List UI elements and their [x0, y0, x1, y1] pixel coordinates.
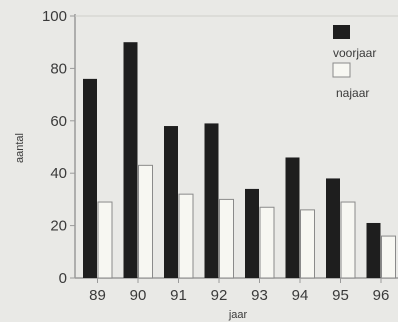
bar-najaar-96: [381, 235, 396, 279]
x-tick-label-95: 95: [332, 287, 349, 304]
bar-najaar-94: [300, 209, 315, 279]
y-tick-label: 0: [59, 270, 67, 287]
y-tick-label: 60: [50, 113, 67, 130]
y-tick-label: 100: [42, 8, 67, 25]
legend-swatch-voorjaar: [333, 25, 350, 39]
y-tick-label: 20: [50, 218, 67, 235]
legend-label-najaar: najaar: [336, 86, 369, 100]
x-tick-label-91: 91: [170, 287, 187, 304]
bar-najaar-92: [219, 198, 234, 279]
bar-voorjaar-96: [366, 222, 381, 278]
bar-voorjaar-89: [83, 78, 97, 278]
y-ticks: 0 20 40 60 80 100: [42, 8, 75, 287]
x-tick-label-94: 94: [292, 287, 309, 304]
bar-najaar-95: [340, 201, 356, 279]
x-tick-label-92: 92: [211, 287, 228, 304]
bar-najaar-90: [138, 164, 153, 279]
bar-voorjaar-95: [326, 178, 340, 278]
y-tick-label: 40: [50, 165, 67, 182]
bar-voorjaar-91: [164, 126, 178, 278]
bar-voorjaar-93: [245, 188, 259, 278]
bar-najaar-89: [97, 201, 113, 279]
bars: [83, 42, 396, 279]
x-tick-label-93: 93: [251, 287, 268, 304]
bar-voorjaar-90: [123, 42, 138, 279]
y-axis-title: aantal: [14, 133, 26, 163]
x-tick-label-90: 90: [130, 287, 147, 304]
x-tick-label-96: 96: [373, 287, 390, 304]
y-tick-label: 80: [50, 60, 67, 77]
legend-label-voorjaar: voorjaar: [333, 46, 376, 60]
legend: voorjaar najaar: [332, 25, 376, 100]
x-axis-title: jaar: [228, 309, 248, 321]
bar-najaar-93: [259, 206, 275, 279]
bar-voorjaar-94: [285, 157, 300, 278]
bar-najaar-91: [178, 193, 194, 279]
legend-swatch-najaar: [332, 62, 351, 78]
bar-voorjaar-92: [204, 123, 219, 278]
x-tick-label-89: 89: [89, 287, 106, 304]
x-ticks: 89 90 91 92 93 94 95 96: [89, 278, 389, 304]
